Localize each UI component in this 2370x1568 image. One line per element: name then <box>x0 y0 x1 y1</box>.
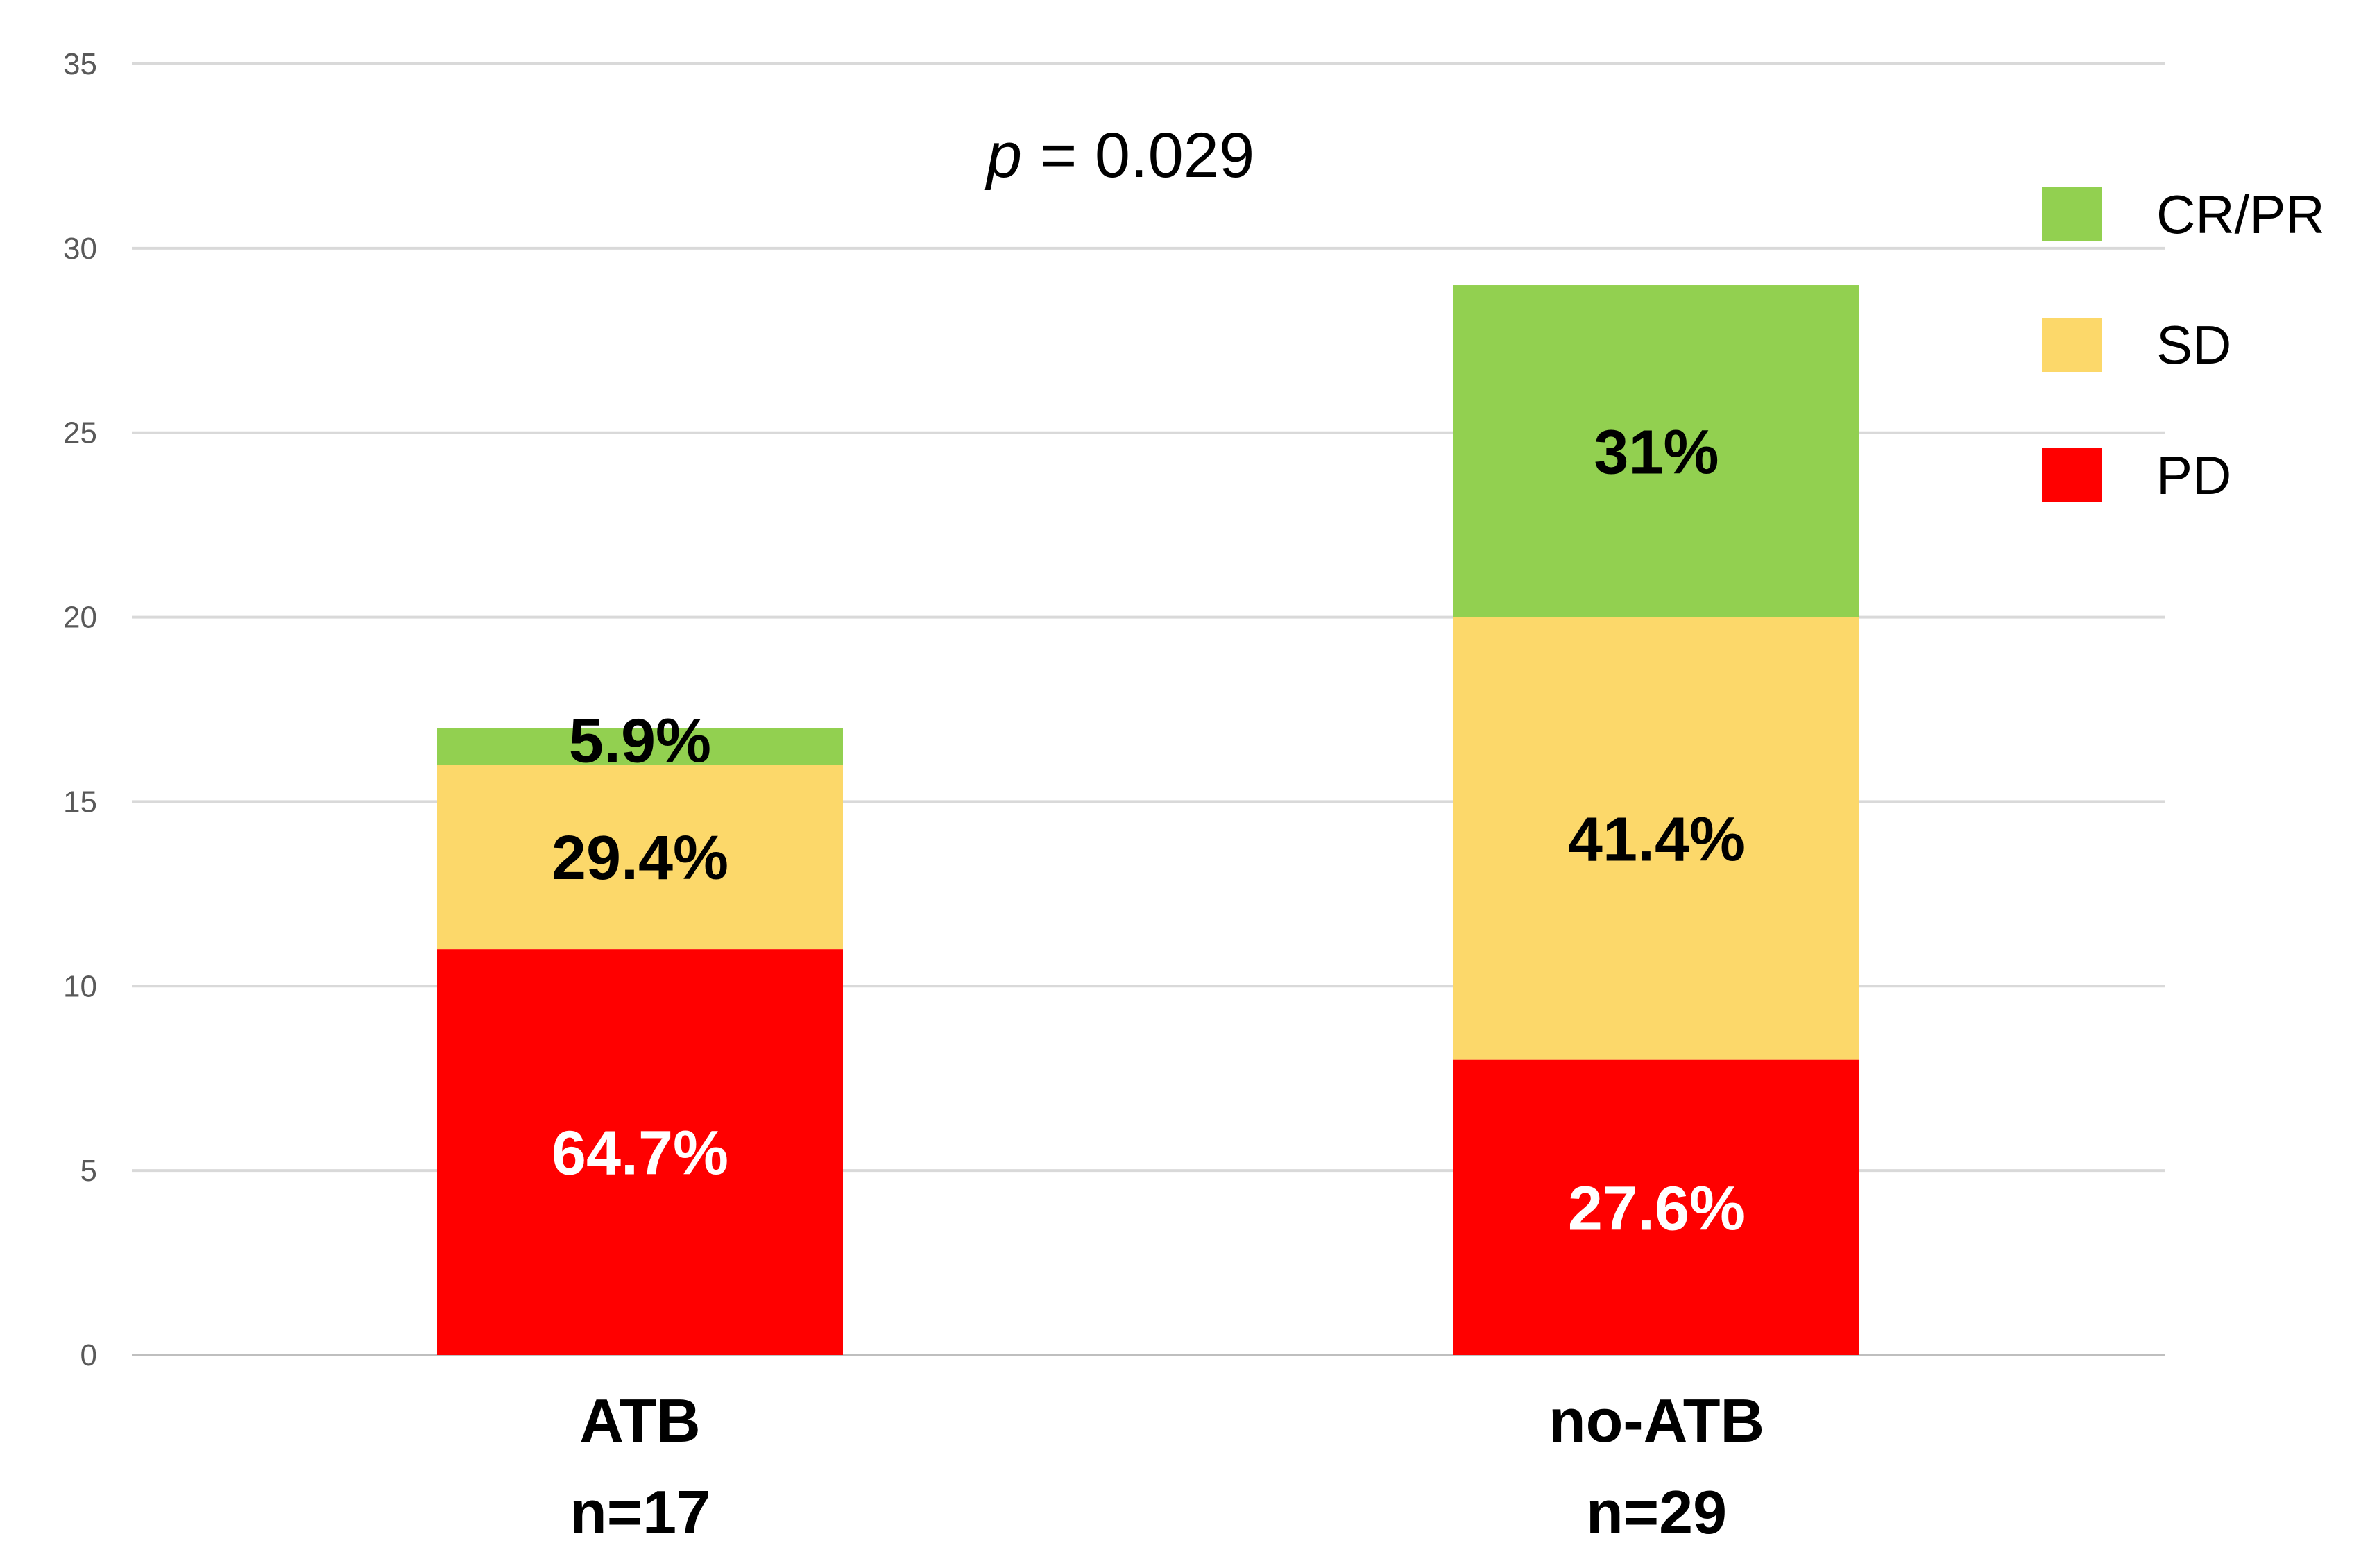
y-axis-ticks: 0 5 10 15 20 25 30 35 <box>63 47 97 1372</box>
legend-swatch-SD <box>2042 318 2102 372</box>
y-tick-25: 25 <box>63 416 97 450</box>
y-tick-5: 5 <box>80 1154 97 1188</box>
legend: CR/PR SD PD <box>2042 184 2325 506</box>
y-tick-20: 20 <box>63 601 97 635</box>
data-label-ATB-SD: 29.4% <box>552 824 728 893</box>
legend-swatch-CR/PR <box>2042 187 2102 241</box>
p-value: = 0.029 <box>1022 120 1254 191</box>
data-label-no-ATB-SD: 41.4% <box>1568 806 1745 875</box>
legend-label-SD: SD <box>2156 314 2231 375</box>
legend-label-CR/PR: CR/PR <box>2156 184 2325 245</box>
p-value-annotation: p = 0.029 <box>984 120 1254 191</box>
data-label-ATB-CR/PR: 5.9% <box>569 706 711 776</box>
legend-swatch-PD <box>2042 448 2102 502</box>
bar-no-ATB-SD <box>1453 617 1859 1060</box>
bar-ATB-SD <box>437 765 843 950</box>
x-label-ATB: ATB <box>579 1386 700 1455</box>
y-tick-30: 30 <box>63 232 97 266</box>
x-label-n-ATB: n=17 <box>570 1478 710 1546</box>
y-tick-0: 0 <box>80 1338 97 1372</box>
y-tick-15: 15 <box>63 785 97 819</box>
x-label-n-no-ATB: n=29 <box>1586 1478 1727 1546</box>
gridlines <box>132 62 2165 1356</box>
bar-ATB-PD <box>437 949 843 1355</box>
legend-label-PD: PD <box>2156 445 2231 506</box>
p-symbol: p <box>984 120 1022 191</box>
data-label-no-ATB-PD: 27.6% <box>1568 1174 1745 1243</box>
y-tick-10: 10 <box>63 969 97 1003</box>
bars: 64.7% 29.4% 5.9% 27.6% 41.4% 31% <box>437 285 1859 1355</box>
bar-ATB-CR/PR <box>437 728 843 765</box>
data-label-ATB-PD: 64.7% <box>552 1119 728 1188</box>
x-label-no-ATB: no-ATB <box>1549 1386 1764 1455</box>
data-label-no-ATB-CR/PR: 31% <box>1594 418 1719 487</box>
x-axis-labels: ATB n=17 no-ATB n=29 <box>570 1386 1764 1546</box>
bar-no-ATB-CR/PR <box>1453 285 1859 617</box>
bar-no-ATB-PD <box>1453 1059 1859 1355</box>
y-tick-35: 35 <box>63 47 97 81</box>
